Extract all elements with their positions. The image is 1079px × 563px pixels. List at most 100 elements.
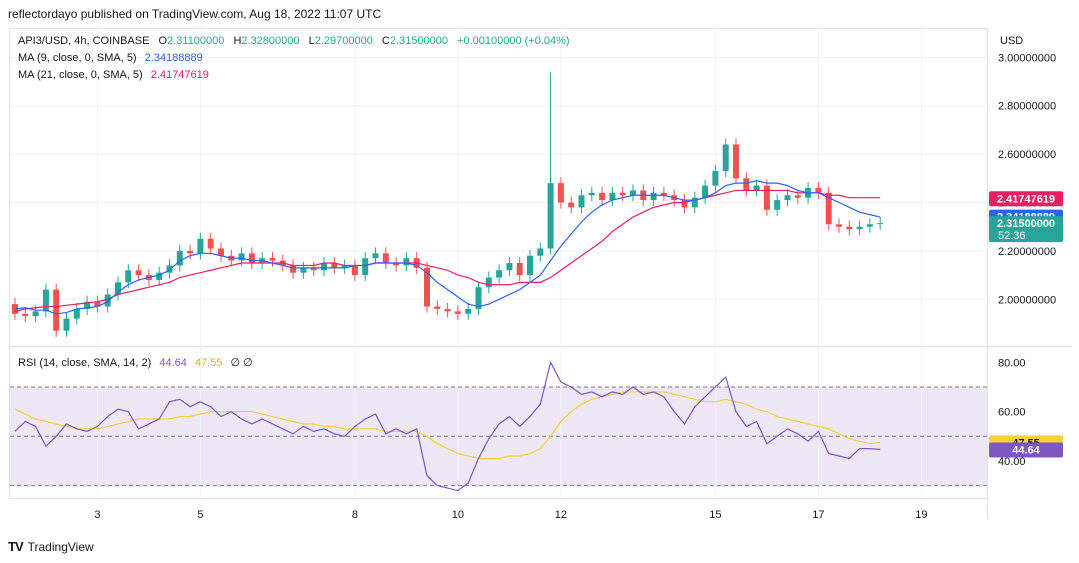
price-tag-last-bg — [989, 216, 1063, 243]
unit-label: USD — [1000, 35, 1023, 47]
price-axis[interactable]: 3.000000002.800000002.600000002.40000000… — [998, 52, 1056, 468]
rsi-tick-label: 60.00 — [998, 407, 1026, 419]
candle — [382, 253, 389, 263]
price-tag-last-countdown: 52:36 — [998, 230, 1026, 242]
rsi-tick-label: 80.00 — [998, 357, 1026, 369]
candle — [444, 308, 451, 312]
candle — [753, 185, 760, 191]
ma9-legend[interactable]: MA (9, close, 0, SMA, 5) 2.34188889 — [18, 52, 203, 64]
rsi-tag-rsi: 44.64 — [1012, 445, 1040, 457]
candle — [290, 265, 297, 273]
candle — [846, 226, 853, 230]
price-tick-label: 2.80000000 — [998, 101, 1056, 113]
candle — [527, 255, 533, 276]
ohlc-o-key: O — [159, 35, 168, 47]
candle — [722, 144, 729, 172]
candle — [516, 263, 523, 276]
candle — [537, 248, 544, 256]
symbol-title[interactable]: API3/USD, 4h, COINBASE — [18, 35, 149, 47]
rsi-band-background — [10, 386, 987, 486]
ohlc-open: 2.31100000 — [167, 35, 224, 47]
candle — [63, 318, 70, 331]
candle — [836, 224, 842, 227]
rsi-tick-label: 40.00 — [998, 456, 1026, 468]
candle — [434, 306, 441, 309]
footer-branding[interactable]: TV TradingView — [8, 539, 94, 554]
candle — [588, 192, 595, 196]
footer-brand-text: TradingView — [27, 539, 94, 554]
grid-lines — [10, 28, 987, 498]
candle — [176, 250, 183, 266]
candle — [197, 238, 204, 254]
candle — [774, 200, 781, 210]
candle — [115, 282, 121, 295]
time-tick-label: 10 — [452, 509, 464, 521]
candle — [825, 192, 832, 225]
candle — [321, 263, 327, 271]
candle — [660, 192, 667, 196]
price-tick-label: 2.20000000 — [998, 246, 1056, 258]
candle — [372, 253, 379, 259]
candle — [73, 308, 80, 319]
candle — [331, 263, 338, 268]
rsi-legend-value: 44.64 — [159, 357, 187, 369]
candle — [784, 195, 791, 201]
time-tick-label: 15 — [709, 509, 721, 521]
candle — [599, 192, 606, 201]
candle — [84, 301, 91, 309]
candle — [424, 267, 430, 307]
candle — [578, 195, 585, 208]
candle — [94, 301, 101, 307]
time-tick-label: 5 — [197, 509, 203, 521]
candle — [506, 263, 513, 271]
candle — [300, 267, 307, 273]
time-tick-label: 3 — [94, 509, 100, 521]
ma21-line — [14, 189, 881, 312]
candle — [53, 289, 60, 331]
published-header: reflectordayo published on TradingView.c… — [8, 7, 382, 21]
candle — [485, 277, 492, 288]
candle — [763, 185, 770, 210]
candle — [32, 311, 39, 317]
candle — [743, 178, 750, 191]
candle — [619, 192, 626, 196]
time-axis[interactable]: 3 5 8 10 12 15 17 19 — [94, 509, 927, 521]
rsi-extra: ∅ ∅ — [231, 357, 253, 369]
time-tick-label: 17 — [812, 509, 824, 521]
ohlc-low: 2.29700000 — [315, 35, 373, 47]
candle — [475, 287, 482, 309]
candle — [104, 294, 111, 307]
ma21-value: 2.41747619 — [151, 69, 209, 81]
rsi-legend[interactable]: RSI (14, close, SMA, 14, 2) 44.64 47.55 … — [18, 357, 253, 369]
candle — [681, 200, 688, 208]
candle — [238, 253, 245, 261]
candle — [166, 265, 173, 273]
candle — [712, 171, 719, 186]
candle — [465, 308, 472, 314]
indicator-lines — [14, 180, 881, 492]
candle — [362, 258, 369, 276]
candle — [207, 238, 214, 249]
ma21-label: MA (21, close, 0, SMA, 5) — [18, 69, 143, 81]
ohlc-c-key: C — [382, 35, 390, 47]
candle — [156, 272, 163, 280]
candle — [557, 183, 564, 203]
candle — [310, 267, 317, 271]
ma9-value: 2.34188889 — [145, 52, 203, 64]
candle — [351, 265, 358, 276]
ma9-line — [14, 180, 881, 315]
price-tag-last: 2.31500000 — [997, 218, 1055, 230]
candle — [866, 224, 873, 227]
time-tick-label: 8 — [352, 509, 358, 521]
candle — [496, 270, 503, 278]
ohlc-close: 2.31500000 — [390, 35, 448, 47]
candle — [702, 185, 709, 198]
candle — [135, 270, 142, 276]
price-chart[interactable]: 3.000000002.800000002.600000002.40000000… — [0, 28, 1079, 531]
ma21-legend[interactable]: MA (21, close, 0, SMA, 5) 2.41747619 — [18, 69, 209, 81]
candle — [691, 197, 698, 208]
candle — [609, 192, 616, 201]
time-tick-label: 12 — [555, 509, 567, 521]
candle — [650, 192, 657, 201]
rsi-level-lines — [10, 386, 987, 487]
